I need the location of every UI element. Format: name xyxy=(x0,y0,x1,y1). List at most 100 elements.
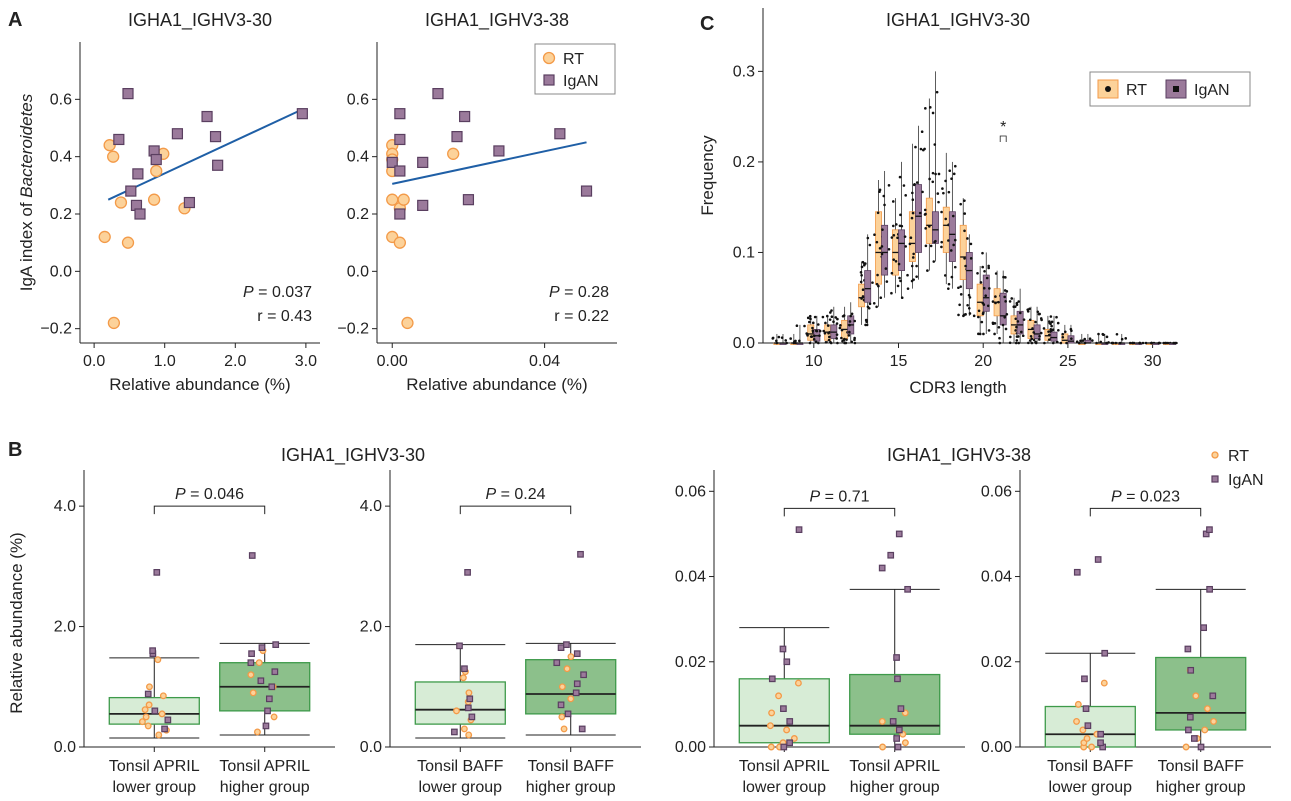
chart-title: IGHA1_IGHV3-30 xyxy=(886,10,1030,31)
point-rt xyxy=(1073,717,1080,725)
point-igan xyxy=(113,133,125,146)
jitter-point xyxy=(1026,308,1030,311)
x-tick-label: lower group xyxy=(1048,779,1132,796)
jitter-point xyxy=(771,337,775,340)
panel-letter-b: B xyxy=(8,439,22,461)
y-axis-label-text: IgA index of xyxy=(17,198,36,292)
point-rt xyxy=(145,701,153,709)
point-rt xyxy=(1100,679,1108,687)
jitter-point xyxy=(937,200,940,204)
jitter-point xyxy=(894,259,898,263)
jitter-point xyxy=(906,287,910,290)
legend-rt-dot xyxy=(1105,86,1111,92)
jitter-point xyxy=(1017,300,1020,303)
jitter-point xyxy=(845,338,848,341)
point-igan xyxy=(451,131,463,143)
y-tick-label: 0.0 xyxy=(733,335,755,352)
chart-title: IGHA1_IGHV3-30 xyxy=(128,10,272,31)
jitter-point xyxy=(967,306,971,310)
y-tick-label: 0.0 xyxy=(360,739,382,756)
jitter-point xyxy=(941,187,944,190)
jitter-point xyxy=(1003,316,1007,319)
point-rt xyxy=(766,722,774,730)
jitter-point xyxy=(944,217,948,221)
legend: RT IgAN xyxy=(1211,448,1264,489)
y-tick-label: 0.4 xyxy=(347,149,369,166)
jitter-point xyxy=(1050,324,1053,328)
regression-line xyxy=(392,141,587,185)
point-igan xyxy=(780,705,787,712)
y-tick-label: 0.06 xyxy=(981,483,1012,500)
jitter-point xyxy=(919,147,923,151)
jitter-point xyxy=(902,184,906,187)
r-value-text: r = 0.22 xyxy=(554,308,609,325)
point-igan xyxy=(493,145,505,157)
point-rt xyxy=(144,722,152,730)
x-tick-label: Tonsil BAFF xyxy=(1047,758,1133,775)
jitter-point xyxy=(1114,341,1118,345)
point-igan xyxy=(893,735,900,742)
jitter-point xyxy=(1107,341,1110,344)
jitter-point xyxy=(878,188,882,192)
jitter-point xyxy=(920,130,924,134)
x-tick-label: Tonsil APRIL xyxy=(219,758,310,775)
jitter-point xyxy=(847,334,851,337)
jitter-point xyxy=(832,320,835,324)
jitter-point xyxy=(1015,339,1019,342)
jitter-point xyxy=(918,211,922,215)
jitter-point xyxy=(977,309,981,313)
point-rt xyxy=(878,717,886,725)
jitter-point xyxy=(968,296,972,299)
point-igan xyxy=(1211,475,1219,483)
jitter-point xyxy=(1059,341,1063,345)
p-value: = 0.046 xyxy=(186,486,244,503)
jitter-point xyxy=(932,260,936,263)
legend-rt-label: RT xyxy=(1228,448,1249,465)
point-igan xyxy=(122,87,134,100)
jitter-point xyxy=(827,335,831,339)
box-rt xyxy=(925,197,933,244)
jitter-point xyxy=(872,301,876,305)
p-label: P xyxy=(809,488,820,505)
jitter-point xyxy=(822,329,826,333)
point-igan xyxy=(779,645,787,653)
jitter-point xyxy=(1038,338,1041,341)
point-igan xyxy=(1184,645,1192,653)
jitter-point xyxy=(789,337,792,340)
jitter-point xyxy=(1118,341,1122,345)
jitter-point xyxy=(875,240,879,244)
legend-igan-dot xyxy=(1173,86,1179,92)
jitter-point xyxy=(1028,339,1032,342)
jitter-point xyxy=(1061,332,1064,336)
jitter-point xyxy=(979,281,983,284)
point-rt xyxy=(142,713,150,721)
point-igan xyxy=(1097,730,1105,738)
group-title: IGHA1_IGHV3-30 xyxy=(281,445,425,466)
jitter-point xyxy=(884,267,888,270)
significance-bracket xyxy=(153,505,266,515)
point-rt xyxy=(563,665,571,673)
jitter-point xyxy=(1039,317,1043,320)
jitter-point xyxy=(1038,335,1041,338)
jitter-point xyxy=(814,340,818,344)
jitter-point xyxy=(1162,341,1166,345)
point-igan xyxy=(573,650,581,658)
jitter-point xyxy=(850,340,854,344)
jitter-point xyxy=(934,239,937,243)
point-rt xyxy=(158,710,166,718)
jitter-point xyxy=(951,214,955,218)
jitter-point xyxy=(1157,341,1161,345)
jitter-point xyxy=(890,291,893,295)
x-tick-label: 2.0 xyxy=(224,353,246,370)
y-tick-label: 4.0 xyxy=(54,498,76,515)
x-tick-label: 10 xyxy=(805,353,823,370)
significance-star: * xyxy=(1000,119,1006,136)
jitter-point xyxy=(993,332,996,336)
jitter-point xyxy=(921,190,924,194)
point-rt xyxy=(1201,726,1209,734)
jitter-point xyxy=(969,257,973,260)
jitter-point xyxy=(775,341,779,345)
jitter-point xyxy=(949,249,953,252)
point-rt xyxy=(1088,743,1096,751)
point-igan xyxy=(1101,649,1109,657)
